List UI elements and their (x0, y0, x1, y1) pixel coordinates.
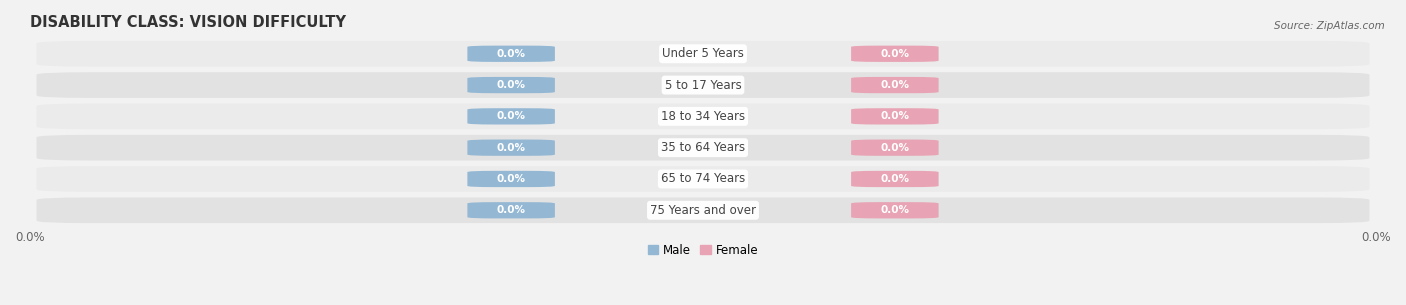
Text: 18 to 34 Years: 18 to 34 Years (661, 110, 745, 123)
Legend: Male, Female: Male, Female (643, 239, 763, 261)
Text: 0.0%: 0.0% (880, 174, 910, 184)
FancyBboxPatch shape (37, 197, 1369, 223)
FancyBboxPatch shape (851, 139, 939, 156)
FancyBboxPatch shape (467, 46, 555, 62)
Text: 0.0%: 0.0% (880, 143, 910, 153)
FancyBboxPatch shape (37, 103, 1369, 129)
FancyBboxPatch shape (37, 72, 1369, 98)
Text: DISABILITY CLASS: VISION DIFFICULTY: DISABILITY CLASS: VISION DIFFICULTY (30, 15, 346, 30)
FancyBboxPatch shape (851, 46, 939, 62)
FancyBboxPatch shape (851, 202, 939, 218)
FancyBboxPatch shape (37, 135, 1369, 160)
FancyBboxPatch shape (37, 166, 1369, 192)
Text: 0.0%: 0.0% (496, 143, 526, 153)
Text: 0.0%: 0.0% (496, 205, 526, 215)
Text: 0.0%: 0.0% (496, 80, 526, 90)
Text: 0.0%: 0.0% (496, 174, 526, 184)
Text: 0.0%: 0.0% (880, 80, 910, 90)
FancyBboxPatch shape (851, 77, 939, 93)
Text: 65 to 74 Years: 65 to 74 Years (661, 173, 745, 185)
Text: 0.0%: 0.0% (880, 49, 910, 59)
Text: 0.0%: 0.0% (496, 111, 526, 121)
Text: 5 to 17 Years: 5 to 17 Years (665, 79, 741, 92)
FancyBboxPatch shape (851, 108, 939, 124)
FancyBboxPatch shape (467, 202, 555, 218)
Text: 35 to 64 Years: 35 to 64 Years (661, 141, 745, 154)
Text: 0.0%: 0.0% (880, 205, 910, 215)
FancyBboxPatch shape (467, 171, 555, 187)
FancyBboxPatch shape (467, 77, 555, 93)
FancyBboxPatch shape (467, 139, 555, 156)
Text: Source: ZipAtlas.com: Source: ZipAtlas.com (1274, 21, 1385, 31)
Text: 75 Years and over: 75 Years and over (650, 204, 756, 217)
Text: 0.0%: 0.0% (496, 49, 526, 59)
FancyBboxPatch shape (37, 41, 1369, 66)
Text: Under 5 Years: Under 5 Years (662, 47, 744, 60)
FancyBboxPatch shape (851, 171, 939, 187)
Text: 0.0%: 0.0% (880, 111, 910, 121)
FancyBboxPatch shape (467, 108, 555, 124)
